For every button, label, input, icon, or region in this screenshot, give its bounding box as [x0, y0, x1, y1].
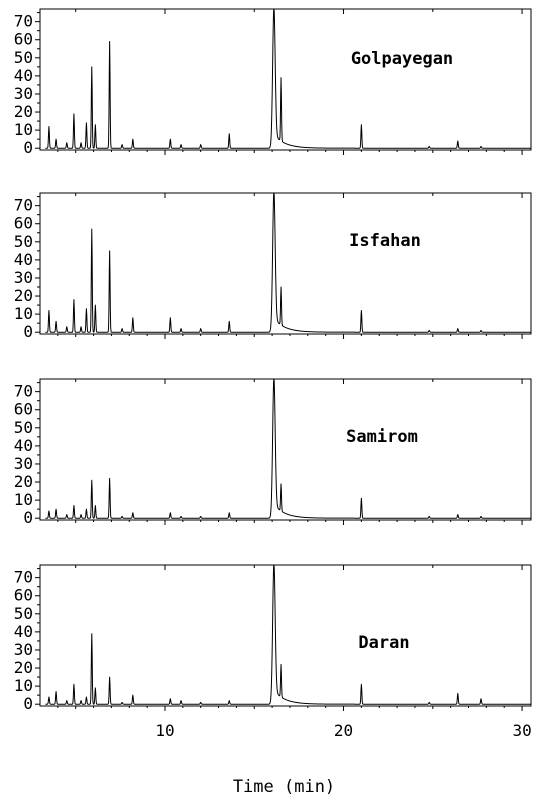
y-tick-label: 40: [14, 622, 33, 641]
panel-label: Daran: [358, 633, 409, 653]
y-tick-label: 0: [23, 322, 33, 341]
chromatogram-trace: [45, 9, 531, 149]
y-tick-label: 20: [14, 472, 33, 491]
x-axis: 10 20 30: [155, 721, 531, 740]
chromatogram-panels: 010203040506070Golpayegan010203040506070…: [14, 8, 532, 713]
y-tick-label: 60: [14, 30, 33, 49]
y-tick-label: 10: [14, 490, 33, 509]
y-tick-label: 0: [23, 694, 33, 713]
y-tick-label: 20: [14, 286, 33, 305]
y-tick-label: 50: [14, 604, 33, 623]
y-tick-label: 10: [14, 120, 33, 139]
y-tick-label: 10: [14, 676, 33, 695]
y-tick-label: 40: [14, 436, 33, 455]
y-tick-label: 0: [23, 138, 33, 157]
y-tick-label: 50: [14, 232, 33, 251]
chromatogram-trace: [45, 379, 531, 519]
y-tick-label: 70: [14, 12, 33, 31]
y-tick-label: 40: [14, 250, 33, 269]
panel-frame: [39, 378, 532, 521]
chromatogram-trace: [45, 193, 531, 333]
y-tick-label: 30: [14, 454, 33, 473]
panel-frame: [39, 192, 532, 335]
chromatogram-trace: [45, 565, 531, 705]
x-tick-label: 10: [155, 721, 174, 740]
panel-frame: [39, 8, 532, 151]
y-tick-label: 0: [23, 508, 33, 527]
y-tick-label: 30: [14, 640, 33, 659]
x-axis-title: Time (min): [233, 777, 335, 797]
y-tick-label: 60: [14, 586, 33, 605]
x-tick-label: 20: [334, 721, 353, 740]
panel-label: Golpayegan: [351, 49, 453, 69]
y-tick-label: 40: [14, 66, 33, 85]
y-tick-label: 70: [14, 196, 33, 215]
panel-frame: [39, 564, 532, 707]
y-tick-label: 30: [14, 84, 33, 103]
y-tick-label: 60: [14, 214, 33, 233]
panel-label: Isfahan: [349, 231, 421, 251]
x-tick-label: 30: [512, 721, 531, 740]
y-tick-label: 70: [14, 568, 33, 587]
y-tick-label: 10: [14, 304, 33, 323]
y-tick-label: 60: [14, 400, 33, 419]
y-tick-label: 30: [14, 268, 33, 287]
panel-label: Samirom: [346, 427, 418, 447]
y-tick-label: 20: [14, 658, 33, 677]
y-tick-label: 20: [14, 102, 33, 121]
y-tick-label: 50: [14, 48, 33, 67]
y-tick-label: 50: [14, 418, 33, 437]
y-tick-label: 70: [14, 382, 33, 401]
